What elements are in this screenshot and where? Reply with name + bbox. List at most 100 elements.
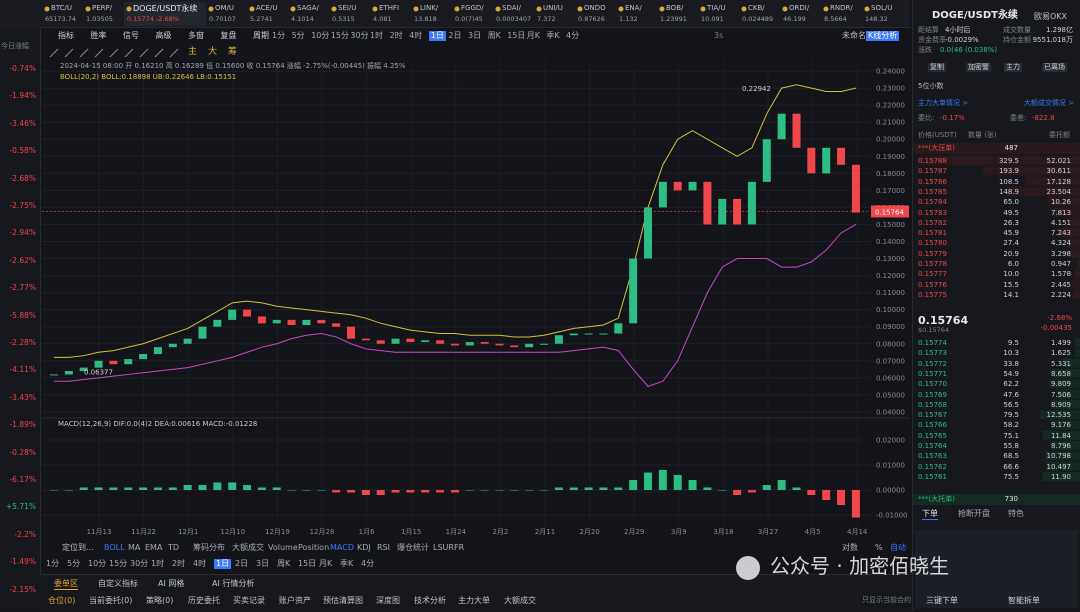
toolbar-item[interactable]: 高级 (156, 31, 172, 41)
tab-name[interactable]: SEI/U (338, 4, 356, 13)
interval[interactable]: 月K (527, 31, 540, 41)
tab-name[interactable]: RNDR/ (830, 4, 853, 13)
interval[interactable]: 15日 (298, 559, 316, 569)
interval[interactable]: 季K (546, 31, 559, 41)
panel-button[interactable]: 主力 (1004, 63, 1022, 72)
toolbar-item[interactable]: 周期 (253, 31, 269, 41)
main-indicator[interactable]: MA (128, 543, 140, 553)
tab-name[interactable]: UNI/U (543, 4, 563, 13)
sub-indicator[interactable]: KDJ (357, 543, 371, 553)
tab-name[interactable]: TIA/U (707, 4, 726, 13)
order-tab[interactable]: 特色 (1008, 509, 1024, 519)
main-indicator[interactable]: 筹码分布 (193, 543, 225, 553)
tab-name[interactable]: FGGD/ (461, 4, 484, 13)
order-button[interactable]: 三键下单 (926, 596, 958, 606)
tab-name[interactable]: CKB/ (748, 4, 765, 13)
bottom-subtab[interactable]: 策略(0) (146, 596, 173, 606)
tab-name[interactable]: OM/U (215, 4, 234, 13)
tab-name[interactable]: ACE/U (256, 4, 277, 13)
bottom-subtab[interactable]: 主力大单 (458, 596, 490, 606)
interval[interactable]: 30分 (350, 31, 368, 41)
main-indicator[interactable]: EMA (145, 543, 162, 553)
bottom-tab[interactable]: 委单区 (54, 579, 78, 590)
bottom-tab[interactable]: AI 行情分析 (212, 579, 254, 589)
panel-button[interactable]: 复制 (928, 63, 946, 72)
tab-name[interactable]: LINK/ (420, 4, 438, 13)
order-tab[interactable]: 抢断开盘 (958, 509, 990, 519)
main-indicator[interactable]: BOLL (104, 543, 125, 553)
sub-indicator[interactable]: Position (298, 543, 329, 553)
sub-indicator[interactable]: 爆仓统计 (397, 543, 429, 553)
tab-name[interactable]: ONDO (584, 4, 606, 13)
tab-name[interactable]: BTC/U (51, 4, 72, 13)
main-indicator[interactable]: TD (168, 543, 179, 553)
bottom-subtab[interactable]: 大额成交 (504, 596, 536, 606)
toolbar-item[interactable]: 指标 (58, 31, 74, 41)
link[interactable]: 主力大单情况 > (918, 99, 968, 108)
bottom-subtab[interactable]: 预估清算图 (323, 596, 363, 606)
bottom-subtab[interactable]: 账户资产 (279, 596, 311, 606)
toolbar-item[interactable]: 胜率 (91, 31, 107, 41)
interval[interactable]: 1时 (151, 559, 164, 569)
interval[interactable]: 5分 (67, 559, 80, 569)
interval[interactable]: 月K (319, 559, 332, 569)
interval[interactable]: 2时 (172, 559, 185, 569)
tab-name[interactable]: ORDI/ (789, 4, 809, 13)
interval[interactable]: 周K (488, 31, 501, 41)
interval[interactable]: 1日 (429, 31, 446, 41)
interval[interactable]: 10分 (88, 559, 106, 569)
interval[interactable]: 10分 (311, 31, 329, 41)
layout-name[interactable]: 未命名 (842, 31, 866, 41)
sub-indicator[interactable]: FR (454, 543, 464, 553)
interval[interactable]: 1时 (370, 31, 383, 41)
interval[interactable]: 5分 (292, 31, 305, 41)
order-button[interactable]: 智能拆单 (1008, 596, 1040, 606)
tab-name[interactable]: BOB/ (666, 4, 683, 13)
sub-indicator[interactable]: LSUR (433, 543, 454, 553)
bottom-subtab[interactable]: 历史委托 (188, 596, 220, 606)
main-indicator[interactable]: 大额成交 (232, 543, 264, 553)
interval[interactable]: 4时 (193, 559, 206, 569)
interval[interactable]: 2日 (235, 559, 248, 569)
draw-tool[interactable]: 大 (208, 47, 217, 58)
interval[interactable]: 15分 (331, 31, 349, 41)
interval[interactable]: 周K (277, 559, 290, 569)
scale-option[interactable]: 自动 (890, 543, 906, 553)
interval[interactable]: 3日 (256, 559, 269, 569)
interval[interactable]: 15分 (109, 559, 127, 569)
interval[interactable]: 2日 (448, 31, 461, 41)
bottom-subtab[interactable]: 深度图 (376, 596, 400, 606)
tab-name[interactable]: SDAI/ (502, 4, 521, 13)
interval[interactable]: 3日 (468, 31, 481, 41)
only-current[interactable]: 只显示当前合约 (862, 596, 911, 605)
draw-tool[interactable]: 筹 (228, 47, 237, 58)
sub-indicator[interactable]: RSI (377, 543, 390, 553)
interval[interactable]: 1日 (214, 559, 231, 569)
bottom-subtab[interactable]: 技术分析 (414, 596, 446, 606)
bottom-tab[interactable]: AI 网格 (158, 579, 184, 589)
tab-name[interactable]: SOL/U (871, 4, 892, 13)
order-tab[interactable]: 下单 (922, 509, 938, 520)
toolbar-item[interactable]: 信号 (123, 31, 139, 41)
panel-button[interactable]: 已离场 (1042, 63, 1067, 72)
decimals[interactable]: 5位小数 (918, 82, 943, 91)
interval[interactable]: 4分 (566, 31, 579, 41)
exchange[interactable]: 欧易OKX (1034, 12, 1067, 22)
tab-name[interactable]: ETHFI (379, 4, 399, 13)
interval[interactable]: 4时 (409, 31, 422, 41)
toolbar-item[interactable]: 复盘 (221, 31, 237, 41)
panel-button[interactable]: 加密警 (966, 63, 991, 72)
interval[interactable]: 4分 (361, 559, 374, 569)
toolbar-item[interactable]: 多窗 (188, 31, 204, 41)
interval[interactable]: 30分 (130, 559, 148, 569)
draw-tool[interactable]: 主 (188, 47, 197, 58)
tab-name[interactable]: PERP/ (92, 4, 112, 13)
link[interactable]: 大额成交情况 > (1024, 99, 1074, 108)
tab-name[interactable]: DOGE/USDT永续 (133, 4, 197, 14)
interval[interactable]: 15日 (507, 31, 525, 41)
bottom-subtab[interactable]: 当前委托(0) (89, 596, 132, 606)
bottom-subtab[interactable]: 买卖记录 (233, 596, 265, 606)
k-analysis[interactable]: K线分析 (866, 31, 899, 41)
locate[interactable]: 定位到... (62, 543, 94, 553)
tab-name[interactable]: ENA/ (625, 4, 642, 13)
